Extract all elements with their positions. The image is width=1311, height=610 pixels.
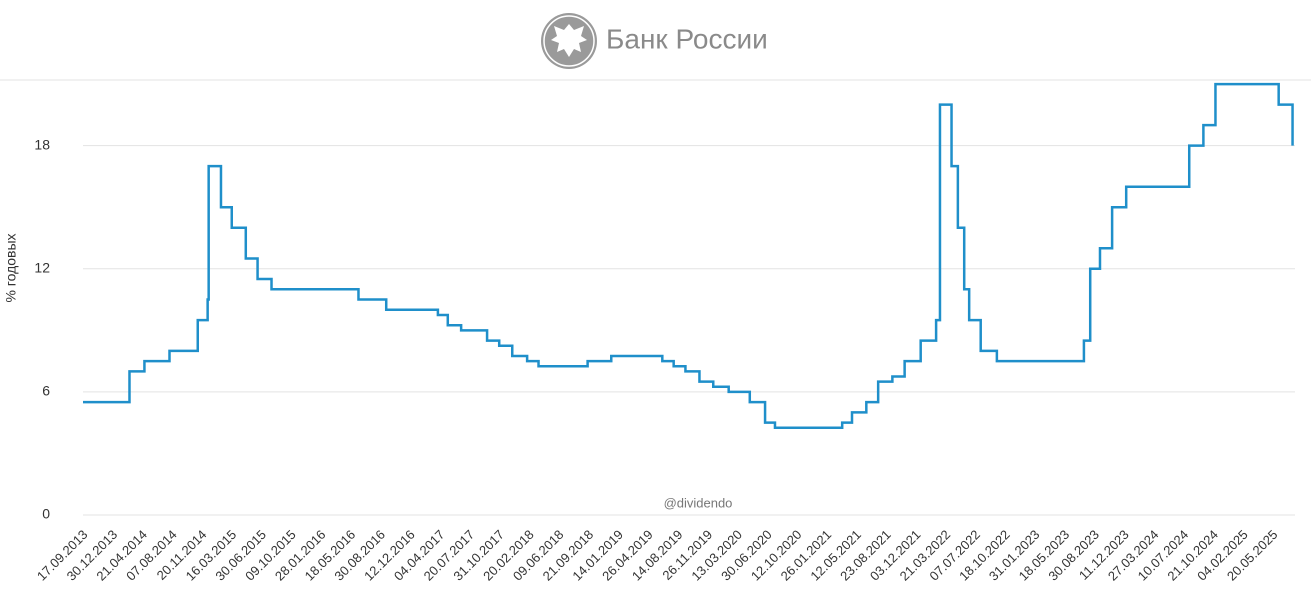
watermark: @dividendo [664,495,733,510]
y-tick-label: 0 [42,506,50,522]
logo-eagle [551,24,587,57]
chart-title: Банк России [606,23,768,54]
y-tick-label: 18 [34,136,50,152]
y-tick-label: 6 [42,383,50,399]
logo [541,13,597,69]
y-axis-label: % годовых [3,233,19,302]
rate-line [83,82,1294,430]
logo-ring [543,15,595,67]
y-tick-label: 12 [34,259,50,275]
